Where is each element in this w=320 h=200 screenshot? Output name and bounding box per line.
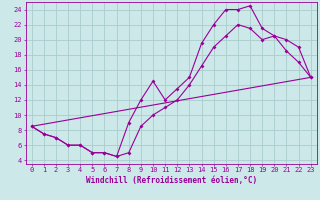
X-axis label: Windchill (Refroidissement éolien,°C): Windchill (Refroidissement éolien,°C): [86, 176, 257, 185]
